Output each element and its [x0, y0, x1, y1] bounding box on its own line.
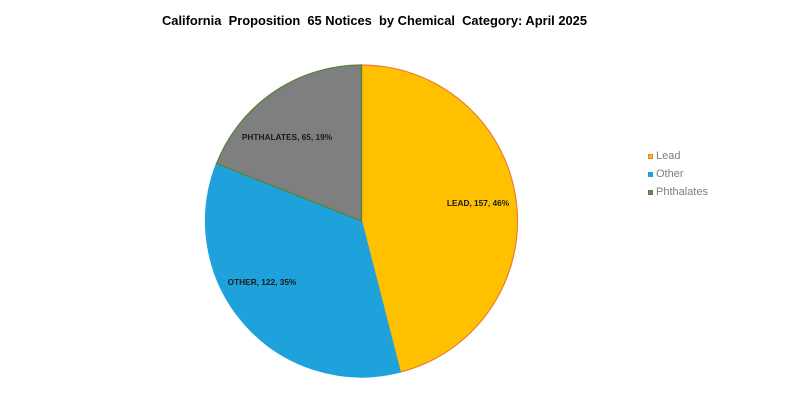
svg-text:LEAD, 157, 46%: LEAD, 157, 46% — [447, 198, 510, 208]
svg-text:PHTHALATES, 65, 19%: PHTHALATES, 65, 19% — [242, 132, 333, 142]
svg-text:OTHER, 122, 35%: OTHER, 122, 35% — [228, 277, 297, 287]
